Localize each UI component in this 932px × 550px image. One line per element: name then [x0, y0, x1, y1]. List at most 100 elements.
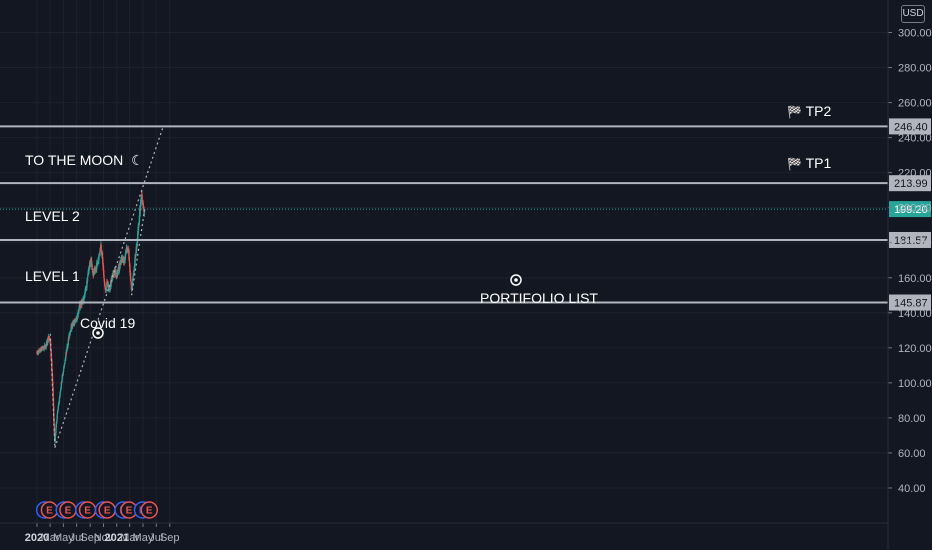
- candle-body: [143, 210, 146, 213]
- candle-body: [111, 276, 113, 281]
- candle-body: [139, 209, 141, 217]
- event-marker-label: E: [46, 506, 53, 517]
- candle-body: [141, 197, 143, 199]
- candle-body: [86, 277, 89, 282]
- tp2-text: TP2: [805, 103, 832, 119]
- candle-body: [55, 423, 57, 428]
- candle-body: [87, 274, 89, 278]
- candle-body: [129, 272, 132, 280]
- candle-body: [65, 355, 67, 359]
- candle-body: [56, 414, 58, 419]
- candle-body: [70, 330, 72, 332]
- x-tick-label: Nov: [94, 532, 114, 544]
- y-tick-label: 160.00: [898, 273, 932, 285]
- x-tick-label: Sep: [80, 532, 100, 544]
- level-price-box: [889, 175, 931, 192]
- candle-body: [106, 282, 108, 288]
- candle-body: [130, 279, 132, 282]
- candle-body: [60, 389, 62, 391]
- candle-body: [58, 397, 61, 402]
- candle-body: [115, 272, 117, 276]
- candle-body: [51, 369, 53, 375]
- candle-body: [102, 270, 105, 275]
- level-price-label: 213.99: [894, 178, 928, 190]
- current-price-line: 199.20: [0, 201, 931, 218]
- event-marker-label: E: [126, 506, 133, 517]
- level-price-box: [889, 294, 931, 311]
- candle-body: [124, 253, 127, 257]
- candle-body: [128, 250, 130, 259]
- x-tick-label: 2021: [105, 532, 129, 544]
- level-price-label: 246.40: [894, 121, 928, 133]
- candle-body: [133, 266, 136, 272]
- current-price-label: 199.20: [894, 204, 928, 216]
- candle-body: [91, 268, 94, 273]
- covid-label: Covid 19: [80, 315, 136, 331]
- annotation-marker-dot: [514, 278, 518, 282]
- trendlines: [49, 126, 164, 448]
- y-tick-label: 300.00: [898, 28, 932, 40]
- y-tick-label: 280.00: [898, 63, 932, 75]
- y-tick-label: 180.00: [898, 238, 932, 250]
- tp1-text: TP1: [805, 155, 832, 171]
- candle-body: [142, 206, 145, 209]
- candle-body: [140, 199, 142, 206]
- candle-body: [96, 263, 99, 265]
- candle-body: [131, 282, 134, 288]
- candle-body: [89, 263, 92, 266]
- y-tick-label: 260.00: [898, 98, 932, 110]
- horizontal-levels: 246.40 213.99 181.57 145.87: [0, 118, 931, 311]
- candle-body: [64, 360, 66, 363]
- candle-body: [137, 230, 139, 239]
- x-tick-label: Mar: [41, 532, 60, 544]
- candle-body: [59, 392, 61, 397]
- candle-body: [102, 262, 104, 266]
- trendline: [49, 333, 56, 448]
- candle-body: [55, 427, 57, 433]
- candle-body: [119, 262, 122, 265]
- candle-body: [103, 281, 106, 286]
- level2-label: LEVEL 2: [25, 208, 80, 224]
- trendline: [54, 126, 164, 448]
- level-price-label: 181.57: [894, 235, 928, 247]
- candle-body: [90, 261, 92, 265]
- candle-body: [107, 286, 110, 288]
- tp2-label: 🏁 TP2: [787, 103, 831, 119]
- candle-body: [56, 411, 59, 415]
- x-tick-label: Jul: [149, 532, 163, 544]
- to-the-moon-label: TO THE MOON ☾: [25, 152, 144, 169]
- level-price-box: [889, 118, 931, 135]
- candle-body: [101, 252, 104, 258]
- x-tick-label: May: [53, 532, 74, 544]
- flag-icon: 🏁: [787, 157, 802, 171]
- candle-body: [63, 364, 66, 366]
- candle-body: [61, 374, 63, 380]
- event-marker-label: E: [84, 506, 91, 517]
- candle-body: [53, 417, 55, 426]
- candle-body: [53, 405, 55, 418]
- candle-body: [132, 275, 134, 278]
- candle-body: [98, 254, 100, 260]
- candle-body: [97, 258, 100, 262]
- candle-body: [77, 312, 79, 317]
- y-tick-label: 80.00: [898, 413, 926, 425]
- event-markers: DEDEDEDEDEDE: [35, 501, 159, 519]
- x-tick-label: 2020: [25, 532, 49, 544]
- x-tick-label: May: [133, 532, 154, 544]
- flag-icon: 🏁: [787, 105, 802, 119]
- candle-body: [86, 281, 88, 288]
- x-tick-label: Sep: [160, 532, 180, 544]
- to-the-moon-text: TO THE MOON: [25, 152, 124, 168]
- currency-label[interactable]: USD: [901, 5, 925, 23]
- moon-icon: ☾: [131, 152, 144, 168]
- annotation-markers: [92, 274, 522, 339]
- candle-body: [59, 391, 62, 393]
- candle-body: [78, 308, 80, 312]
- candle-body: [141, 199, 144, 205]
- candle-body: [139, 205, 142, 212]
- candle-body: [105, 289, 107, 291]
- y-tick-label: 40.00: [898, 483, 926, 495]
- y-tick-label: 60.00: [898, 448, 926, 460]
